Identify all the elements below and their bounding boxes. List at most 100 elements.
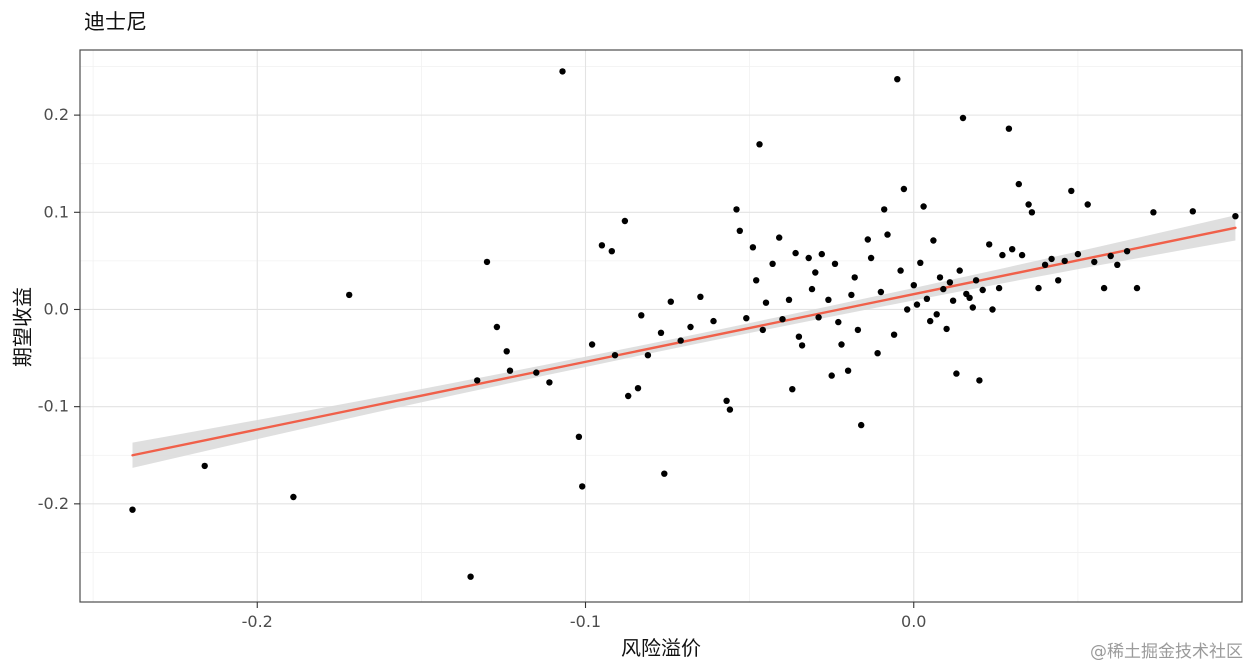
data-point [533,369,540,376]
data-point [726,406,734,413]
data-point [1041,261,1049,268]
data-point [1123,248,1131,255]
data-point [506,367,514,374]
data-point [972,277,980,284]
data-point [1025,201,1032,208]
x-tick-label: -0.1 [570,612,601,631]
data-point [792,249,799,257]
data-point [575,433,583,440]
data-point [920,203,927,210]
data-point [969,304,976,311]
data-point [995,284,1003,292]
data-point [634,385,642,392]
y-tick-label: 0.0 [44,299,69,318]
data-point [838,341,845,348]
data-point [749,244,757,251]
plot-panel [80,50,1242,602]
regression-line [131,226,1237,457]
data-point [1232,213,1239,220]
data-point [825,296,832,303]
data-point [933,311,940,318]
data-point [598,242,606,249]
data-point [743,315,750,322]
data-point [904,306,911,313]
data-point [949,297,957,304]
data-point [858,421,865,429]
data-point [864,236,871,243]
data-point [923,295,931,302]
y-tick-label: 0.2 [44,105,69,124]
data-point [638,312,645,319]
data-point [759,326,766,334]
data-point [936,274,944,281]
data-point [611,352,619,359]
data-point [785,296,793,303]
data-point [779,316,786,323]
data-point [979,286,986,294]
data-point [808,285,816,293]
data-point [290,493,297,501]
data-point [588,341,596,348]
data-point [677,337,684,344]
data-point [877,288,885,296]
panel-border [79,49,1243,603]
x-tick-label: 0.0 [901,612,926,631]
data-point [1114,261,1121,268]
x-axis-title: 风险溢价 [621,636,701,660]
data-point [1084,201,1091,208]
data-point [854,326,862,334]
y-axis-title: 期望收益 [10,287,35,367]
data-point [795,333,803,340]
data-point [1009,246,1016,253]
data-point [733,206,740,213]
data-point [474,377,481,384]
data-point [503,348,510,355]
data-point [1048,255,1055,263]
data-point [608,248,615,255]
data-point [828,372,835,379]
data-point [890,331,898,338]
data-point [953,370,960,377]
data-point [687,323,694,331]
data-point [897,267,904,274]
data-point [913,301,921,308]
data-point [959,114,967,122]
data-point [1074,250,1082,258]
chart-title: 迪士尼 [84,10,147,34]
data-point [835,318,842,326]
watermark: @稀土掘金技术社区 [1090,642,1243,662]
data-point [710,317,717,325]
data-point [976,377,983,384]
data-point [851,274,858,281]
data-point [346,291,353,299]
data-point [201,462,208,470]
data-point [966,294,973,301]
data-point [776,234,783,241]
data-point [1068,187,1075,195]
data-point [881,206,888,213]
data-point [657,329,665,336]
data-point [805,254,812,262]
data-point [129,506,136,513]
data-point [483,258,491,266]
data-point [559,68,566,75]
data-point [667,298,674,305]
data-point [1015,180,1022,188]
data-point [789,386,796,393]
data-point [697,293,704,300]
data-point [894,76,901,83]
data-point [917,259,924,266]
data-point [625,392,632,400]
data-point [884,231,891,238]
data-point [546,379,553,386]
data-point [831,260,839,267]
data-point [844,367,852,374]
data-point [927,317,934,325]
data-point [579,483,586,490]
data-point [621,217,629,225]
data-point [1150,209,1157,216]
y-tick-label: -0.1 [38,397,69,416]
data-point [798,342,806,349]
data-point [756,141,763,148]
